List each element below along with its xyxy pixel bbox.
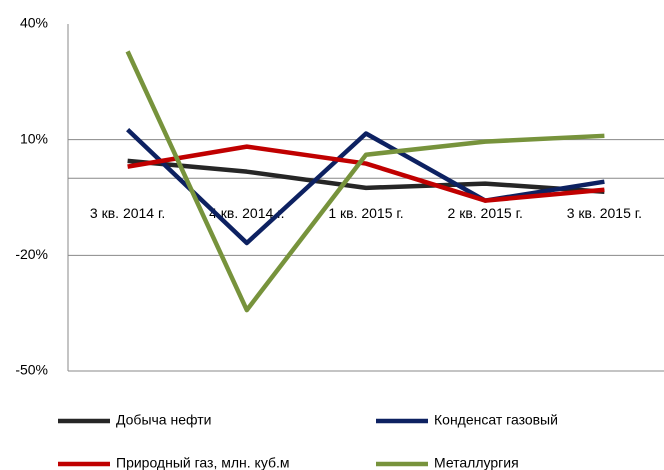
x-tick-label: 3 кв. 2014 г. (90, 205, 165, 221)
y-tick-label: -50% (15, 362, 48, 378)
x-tick-label: 1 кв. 2015 г. (328, 205, 403, 221)
series-line (126, 128, 605, 246)
legend-label: Металлургия (434, 455, 519, 470)
legend-label: Природный газ, млн. куб.м (116, 455, 290, 470)
y-tick-label: -20% (15, 246, 48, 262)
series-line (125, 50, 605, 313)
y-tick-label: 10% (20, 130, 48, 146)
series-line (127, 158, 605, 194)
x-tick-label: 2 кв. 2015 г. (448, 205, 523, 221)
x-tick-label: 4 кв. 2014 г. (209, 205, 284, 221)
legend-label: Добыча нефти (116, 412, 211, 428)
y-tick-label: 40% (20, 15, 48, 31)
series-line (127, 144, 605, 203)
x-tick-label: 3 кв. 2015 г. (567, 205, 642, 221)
legend-label: Конденсат газовый (434, 412, 558, 428)
